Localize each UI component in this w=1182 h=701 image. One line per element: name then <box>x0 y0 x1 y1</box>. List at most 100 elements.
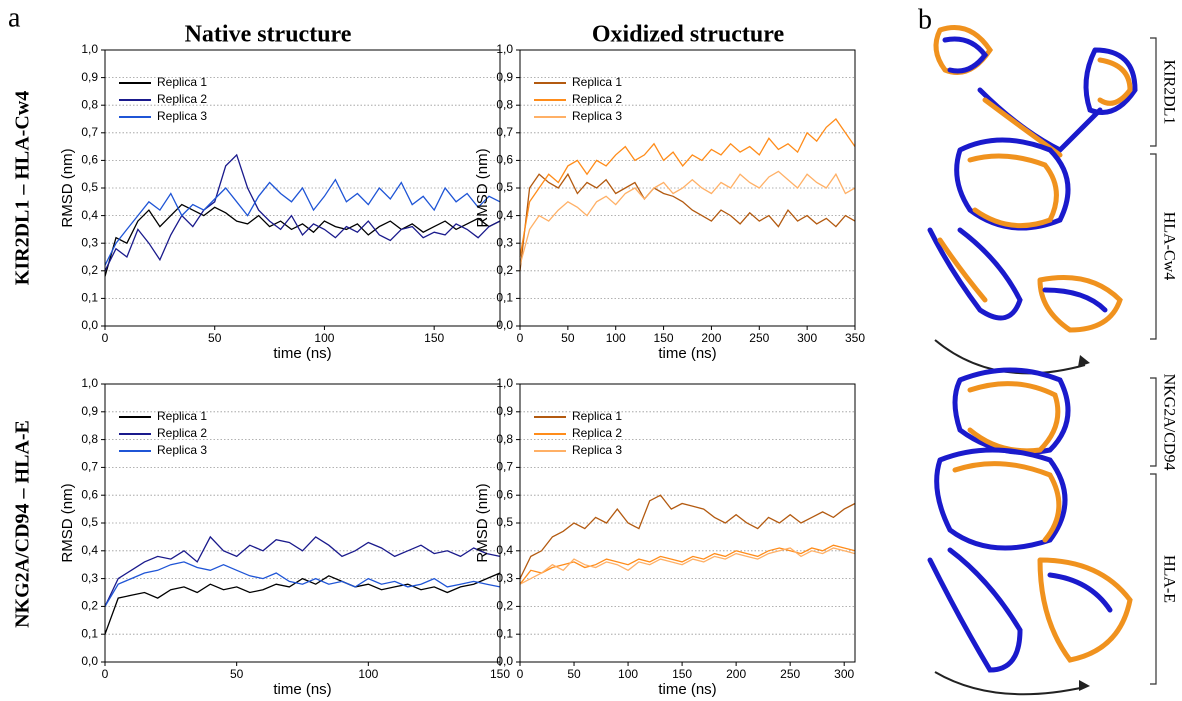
y-tick-label: 1,0 <box>496 42 513 56</box>
y-tick-label: 0,2 <box>81 599 98 613</box>
data-line <box>104 572 501 635</box>
data-line <box>519 547 856 585</box>
y-tick-label: 0,5 <box>496 180 513 194</box>
structure-bottom <box>927 367 1133 673</box>
y-tick-label: 0,8 <box>496 432 513 446</box>
y-tick-label: 0,3 <box>81 571 98 585</box>
y-tick-label: 0,5 <box>81 180 98 194</box>
legend-label: Replica 3 <box>572 443 622 457</box>
x-tick-label: 100 <box>358 667 378 681</box>
arrow-head <box>1079 680 1090 691</box>
y-tick-label: 0,8 <box>81 97 98 111</box>
legend-label: Replica 2 <box>572 426 622 440</box>
y-axis-label: RMSD (nm) <box>59 148 76 227</box>
x-tick-label: 0 <box>102 667 109 681</box>
x-tick-label: 250 <box>780 667 800 681</box>
row-label: KIR2DL1 – HLA-Cw4 <box>12 91 34 285</box>
plot-frame <box>104 383 501 663</box>
x-tick-label: 100 <box>314 331 334 345</box>
x-tick-label: 50 <box>561 331 575 345</box>
data-line <box>104 203 501 277</box>
rotation-arrow <box>934 671 1086 696</box>
y-tick-label: 0,4 <box>496 208 513 222</box>
y-tick-label: 1,0 <box>81 42 98 56</box>
x-tick-label: 150 <box>672 667 692 681</box>
structure-label: HLA-E <box>1160 555 1177 603</box>
y-tick-label: 0,3 <box>496 571 513 585</box>
data-line <box>519 544 856 585</box>
y-tick-label: 0,3 <box>496 235 513 249</box>
legend-label: Replica 2 <box>572 92 622 106</box>
x-axis-label: time (ns) <box>273 345 331 362</box>
x-tick-label: 150 <box>490 667 510 681</box>
x-tick-label: 200 <box>726 667 746 681</box>
legend-label: Replica 1 <box>572 409 622 423</box>
data-line <box>519 494 856 579</box>
y-tick-label: 0,4 <box>81 543 98 557</box>
x-tick-label: 100 <box>618 667 638 681</box>
x-axis-label: time (ns) <box>658 345 716 362</box>
legend-label: Replica 3 <box>157 109 207 123</box>
y-tick-label: 0,8 <box>496 97 513 111</box>
x-tick-label: 250 <box>749 331 769 345</box>
data-line <box>519 170 856 266</box>
y-tick-label: 0,7 <box>496 125 513 139</box>
y-tick-label: 0,9 <box>496 404 513 418</box>
x-axis-label: time (ns) <box>273 681 331 698</box>
x-tick-label: 200 <box>701 331 721 345</box>
row-label: NKG2A/CD94 – HLA-E <box>12 420 34 628</box>
y-tick-label: 0,9 <box>81 70 98 84</box>
y-tick-label: 0,3 <box>81 235 98 249</box>
y-tick-label: 0,7 <box>496 460 513 474</box>
y-axis-label: RMSD (nm) <box>59 483 76 562</box>
legend-label: Replica 1 <box>157 409 207 423</box>
y-tick-label: 0,9 <box>81 404 98 418</box>
structure-label: KIR2DL1 <box>1160 60 1177 125</box>
y-tick-label: 0,2 <box>496 599 513 613</box>
structure-label: NKG2A/CD94 <box>1160 374 1177 471</box>
data-line <box>104 561 501 607</box>
plot-frame <box>519 49 856 327</box>
y-tick-label: 0,0 <box>496 654 513 668</box>
y-axis-label: RMSD (nm) <box>474 483 491 562</box>
x-tick-label: 100 <box>606 331 626 345</box>
y-tick-label: 0,9 <box>496 70 513 84</box>
panel-label: a <box>8 2 21 33</box>
arrow-head <box>1078 355 1090 367</box>
x-tick-label: 0 <box>517 331 524 345</box>
x-tick-label: 300 <box>797 331 817 345</box>
x-tick-label: 0 <box>517 667 524 681</box>
legend-label: Replica 2 <box>157 426 207 440</box>
y-tick-label: 0,2 <box>81 263 98 277</box>
data-line <box>104 178 501 266</box>
y-tick-label: 1,0 <box>496 376 513 390</box>
y-tick-label: 0,1 <box>496 291 513 305</box>
column-title: Oxidized structure <box>592 22 785 48</box>
brackets <box>1150 37 1157 685</box>
legend-label: Replica 3 <box>572 109 622 123</box>
panel-label: b <box>918 4 932 35</box>
data-line <box>104 535 501 607</box>
x-tick-label: 50 <box>567 667 581 681</box>
data-line <box>519 172 856 271</box>
y-tick-label: 0,6 <box>81 487 98 501</box>
y-axis-label: RMSD (nm) <box>474 148 491 227</box>
y-tick-label: 0,5 <box>81 515 98 529</box>
y-tick-label: 0,6 <box>496 487 513 501</box>
structure-top <box>927 25 1138 333</box>
x-tick-label: 300 <box>834 667 854 681</box>
legend-label: Replica 1 <box>572 75 622 89</box>
column-title: Native structure <box>185 22 352 48</box>
y-tick-label: 0,1 <box>81 291 98 305</box>
data-line <box>104 153 501 272</box>
y-tick-label: 0,0 <box>496 318 513 332</box>
y-tick-label: 0,0 <box>81 318 98 332</box>
y-tick-label: 0,5 <box>496 515 513 529</box>
y-tick-label: 0,6 <box>496 153 513 167</box>
x-tick-label: 350 <box>845 331 865 345</box>
x-axis-label: time (ns) <box>658 681 716 698</box>
y-tick-label: 0,7 <box>81 125 98 139</box>
y-tick-label: 0,4 <box>81 208 98 222</box>
x-tick-label: 50 <box>230 667 244 681</box>
